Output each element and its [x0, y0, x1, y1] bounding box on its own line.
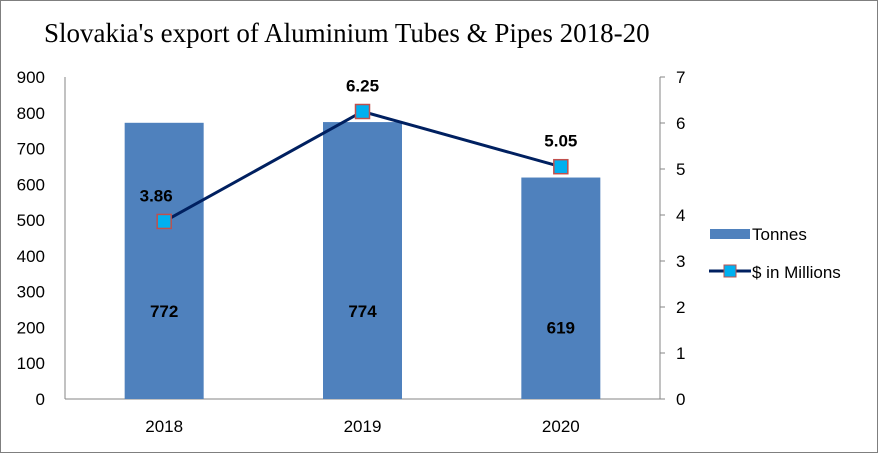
right-tick-label: 4: [676, 206, 685, 225]
bar-2020: [521, 177, 601, 399]
line-marker-2020: [553, 158, 569, 175]
bar-data-label: 772: [150, 302, 178, 321]
x-tick-label: 2019: [344, 417, 382, 436]
right-tick-label: 0: [676, 390, 685, 409]
line-data-label: 3.86: [140, 186, 173, 205]
line-marker-2018: [156, 213, 172, 230]
bar-data-label: 774: [348, 302, 377, 321]
left-tick-label: 400: [17, 247, 45, 266]
legend-swatch-tonnes: [710, 229, 750, 239]
right-tick-label: 7: [676, 68, 685, 87]
left-tick-label: 0: [36, 390, 45, 409]
bar-2018: [124, 122, 204, 399]
chart-title: Slovakia's export of Aluminium Tubes & P…: [44, 18, 650, 48]
left-tick-label: 300: [17, 283, 45, 302]
bar-2019: [323, 122, 402, 399]
left-tick-label: 100: [17, 354, 45, 373]
legend-label-tonnes: Tonnes: [752, 225, 807, 244]
left-tick-label: 600: [17, 175, 45, 194]
x-tick-label: 2018: [145, 417, 183, 436]
left-tick-label: 800: [17, 104, 45, 123]
left-tick-label: 900: [17, 68, 45, 87]
right-tick-label: 6: [676, 114, 685, 133]
right-tick-label: 1: [676, 344, 685, 363]
bar-data-label: 619: [547, 319, 575, 338]
line-data-label: 5.05: [544, 132, 577, 151]
legend-label-usd: $ in Millions: [752, 263, 841, 282]
right-tick-label: 3: [676, 252, 685, 271]
line-marker-2019: [354, 103, 371, 120]
right-tick-label: 2: [676, 298, 685, 317]
legend-marker: [723, 264, 737, 278]
left-tick-label: 200: [17, 318, 45, 337]
right-tick-label: 5: [676, 160, 685, 179]
left-tick-label: 700: [17, 140, 45, 159]
left-tick-label: 500: [17, 211, 45, 230]
line-data-label: 6.25: [346, 77, 379, 96]
x-tick-label: 2020: [542, 417, 580, 436]
